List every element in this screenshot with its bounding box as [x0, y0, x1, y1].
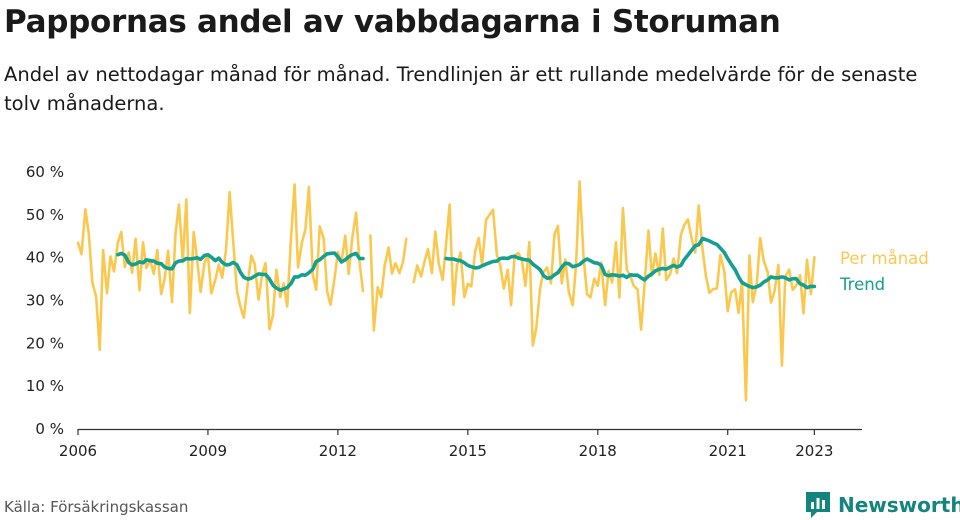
chart-title: Pappornas andel av vabbdagarna i Storuma…	[4, 4, 781, 40]
series-line-trend	[116, 236, 817, 292]
chart-subtitle: Andel av nettodagar månad för månad. Tre…	[4, 63, 918, 115]
x-axis: 2006 2009 2012 2015 2018 2021 2023	[59, 428, 862, 460]
y-tick-label: 40 %	[26, 249, 64, 267]
x-tick-label: 2018	[579, 442, 617, 460]
x-tick-label: 2006	[59, 442, 97, 460]
series-label-trend: Trend	[839, 275, 885, 294]
brand-name: Newsworthy	[838, 493, 960, 517]
y-axis: 0 % 10 % 20 % 30 % 40 % 50 % 60 %	[26, 163, 64, 438]
y-tick-label: 60 %	[26, 163, 64, 181]
newsworthy-logo[interactable]: Newsworthy	[804, 490, 960, 520]
y-tick-label: 10 %	[26, 377, 64, 395]
x-tick-label: 2012	[319, 442, 357, 460]
x-tick-label: 2023	[795, 442, 833, 460]
series-label-per-manad: Per månad	[840, 249, 929, 268]
x-tick-label: 2021	[709, 442, 747, 460]
source-note: Källa: Försäkringskassan	[4, 498, 189, 516]
y-tick-label: 20 %	[26, 334, 64, 352]
series-line-per-manad	[76, 180, 816, 402]
series-layer	[76, 180, 817, 402]
newsworthy-logo-icon	[806, 492, 830, 518]
y-tick-label: 30 %	[26, 292, 64, 310]
x-tick-label: 2009	[189, 442, 227, 460]
x-tick-label: 2015	[449, 442, 487, 460]
y-tick-label: 0 %	[35, 420, 64, 438]
y-tick-label: 50 %	[26, 206, 64, 224]
